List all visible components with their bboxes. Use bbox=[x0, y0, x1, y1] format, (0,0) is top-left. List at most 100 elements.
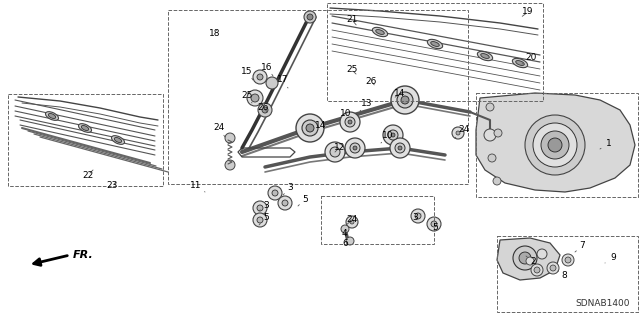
Circle shape bbox=[550, 265, 556, 271]
Circle shape bbox=[258, 103, 272, 117]
Circle shape bbox=[452, 127, 464, 139]
Circle shape bbox=[427, 217, 441, 231]
Text: 20: 20 bbox=[522, 54, 537, 64]
Circle shape bbox=[415, 213, 421, 219]
Text: 3: 3 bbox=[283, 183, 293, 195]
Circle shape bbox=[253, 70, 267, 84]
Circle shape bbox=[225, 133, 235, 143]
Ellipse shape bbox=[477, 51, 493, 61]
Circle shape bbox=[431, 221, 437, 227]
Circle shape bbox=[484, 129, 496, 141]
Text: 23: 23 bbox=[106, 182, 118, 190]
Text: 25: 25 bbox=[346, 65, 358, 75]
Text: 5: 5 bbox=[432, 224, 438, 233]
Circle shape bbox=[531, 264, 543, 276]
Text: 14: 14 bbox=[315, 122, 326, 134]
Circle shape bbox=[565, 257, 571, 263]
Circle shape bbox=[456, 131, 460, 135]
Circle shape bbox=[257, 205, 263, 211]
Circle shape bbox=[341, 225, 349, 233]
Circle shape bbox=[388, 130, 398, 140]
Text: 24: 24 bbox=[455, 125, 470, 138]
Text: 12: 12 bbox=[334, 143, 346, 152]
Ellipse shape bbox=[481, 54, 490, 58]
Circle shape bbox=[350, 220, 354, 224]
Circle shape bbox=[251, 94, 259, 102]
Text: 24: 24 bbox=[213, 123, 225, 137]
Circle shape bbox=[266, 77, 278, 89]
Bar bbox=[168, 10, 468, 184]
Circle shape bbox=[513, 246, 537, 270]
Ellipse shape bbox=[516, 61, 524, 65]
Bar bbox=[327, 3, 543, 101]
Text: 14: 14 bbox=[394, 88, 406, 98]
Bar bbox=[476, 93, 638, 197]
Text: 22: 22 bbox=[83, 170, 93, 180]
Text: 26: 26 bbox=[365, 77, 377, 85]
Circle shape bbox=[346, 216, 358, 228]
Text: 10: 10 bbox=[381, 130, 394, 143]
Text: 6: 6 bbox=[342, 240, 348, 249]
Text: 18: 18 bbox=[209, 28, 221, 38]
Circle shape bbox=[257, 217, 263, 223]
Circle shape bbox=[397, 92, 413, 108]
Text: 4: 4 bbox=[341, 228, 347, 238]
Circle shape bbox=[340, 112, 360, 132]
Polygon shape bbox=[476, 93, 635, 192]
Circle shape bbox=[348, 120, 352, 124]
Circle shape bbox=[488, 154, 496, 162]
Text: SDNAB1400: SDNAB1400 bbox=[575, 299, 630, 308]
Text: 1: 1 bbox=[600, 138, 612, 149]
Ellipse shape bbox=[81, 125, 89, 130]
Circle shape bbox=[401, 96, 409, 104]
Circle shape bbox=[395, 143, 405, 153]
Circle shape bbox=[391, 86, 419, 114]
Circle shape bbox=[278, 196, 292, 210]
Bar bbox=[497, 236, 638, 312]
Ellipse shape bbox=[115, 137, 122, 143]
Circle shape bbox=[533, 123, 577, 167]
Text: 2: 2 bbox=[526, 256, 536, 266]
Circle shape bbox=[282, 200, 288, 206]
Circle shape bbox=[306, 124, 314, 132]
Ellipse shape bbox=[428, 39, 443, 49]
Text: 11: 11 bbox=[190, 181, 205, 192]
Circle shape bbox=[519, 252, 531, 264]
Circle shape bbox=[525, 115, 585, 175]
Text: 5: 5 bbox=[259, 213, 269, 225]
Text: 3: 3 bbox=[259, 201, 269, 211]
Circle shape bbox=[534, 267, 540, 273]
Bar bbox=[8, 94, 163, 186]
Circle shape bbox=[345, 138, 365, 158]
Circle shape bbox=[330, 147, 340, 157]
Circle shape bbox=[541, 131, 569, 159]
Text: 21: 21 bbox=[346, 16, 358, 25]
Text: 25: 25 bbox=[241, 91, 253, 103]
Ellipse shape bbox=[48, 114, 56, 118]
Circle shape bbox=[383, 125, 403, 145]
Circle shape bbox=[526, 257, 534, 265]
Text: 9: 9 bbox=[605, 253, 616, 263]
Circle shape bbox=[325, 142, 345, 162]
Circle shape bbox=[548, 138, 562, 152]
Ellipse shape bbox=[79, 124, 92, 132]
Circle shape bbox=[262, 107, 268, 113]
Circle shape bbox=[346, 237, 354, 245]
Ellipse shape bbox=[431, 41, 439, 47]
Circle shape bbox=[547, 262, 559, 274]
Circle shape bbox=[257, 74, 263, 80]
Circle shape bbox=[253, 201, 267, 215]
Circle shape bbox=[350, 143, 360, 153]
Text: 3: 3 bbox=[412, 213, 421, 222]
Text: 24: 24 bbox=[346, 216, 358, 225]
Polygon shape bbox=[497, 238, 560, 280]
Ellipse shape bbox=[376, 30, 384, 34]
Circle shape bbox=[486, 103, 494, 111]
Circle shape bbox=[411, 209, 425, 223]
Circle shape bbox=[272, 190, 278, 196]
Circle shape bbox=[302, 120, 318, 136]
Circle shape bbox=[353, 146, 357, 150]
Bar bbox=[321, 196, 434, 244]
Circle shape bbox=[247, 90, 263, 106]
Text: 13: 13 bbox=[360, 99, 372, 111]
